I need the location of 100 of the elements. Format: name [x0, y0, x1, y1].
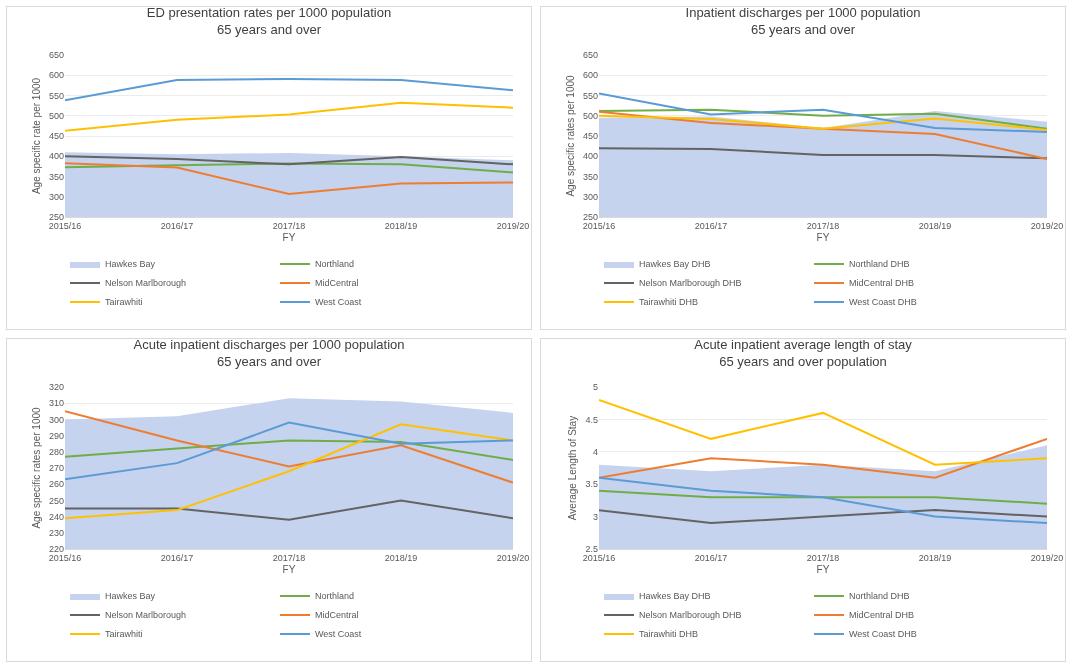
y-tick-label: 600 [48, 70, 64, 81]
x-tick-label: 2015/16 [582, 552, 616, 563]
y-axis-title: Average Length of Stay [567, 415, 579, 521]
x-tick-label: 2018/19 [384, 552, 418, 563]
legend-label: West Coast [315, 297, 362, 308]
x-tick-label: 2019/20 [496, 552, 530, 563]
y-axis-title: Age specific rate per 1000 [30, 77, 42, 195]
y-tick-label: 500 [48, 110, 64, 121]
line-series [65, 423, 513, 520]
y-tick-label: 310 [48, 398, 64, 409]
legend-label: Nelson Marlborough [105, 278, 187, 289]
x-axis-title: FY [282, 232, 296, 244]
line-series [599, 147, 1047, 160]
line-series [599, 476, 1047, 525]
y-tick-label: 2.5 [585, 544, 598, 555]
y-tick-label: 450 [48, 131, 64, 142]
legend-label: West Coast DHB [849, 297, 917, 308]
legend-label: Northland [315, 591, 355, 602]
x-tick-label: 2015/16 [48, 220, 82, 231]
x-tick-label: 2015/16 [48, 552, 82, 563]
y-tick-label: 320 [48, 382, 64, 393]
y-tick-label: 400 [48, 151, 64, 162]
x-tick-label: 2018/19 [918, 552, 952, 563]
y-tick-label: 3 [592, 511, 598, 522]
chart-title: Acute inpatient discharges per 1000 population 65 years and over [133, 336, 405, 369]
legend-label: Nelson Marlborough DHB [639, 278, 742, 289]
legend-label: MidCentral [315, 278, 359, 289]
x-tick-label: 2019/20 [496, 220, 530, 231]
y-tick-label: 290 [48, 430, 64, 441]
legend-label: Hawkes Bay DHB [639, 591, 711, 602]
legend-label: Hawkes Bay DHB [639, 259, 711, 270]
line-series [65, 421, 513, 481]
legend-label: Hawkes Bay [105, 259, 156, 270]
x-tick-label: 2015/16 [582, 220, 616, 231]
y-tick-label: 3.5 [585, 479, 598, 490]
legend-label: Northland DHB [849, 259, 910, 270]
x-tick-label: 2017/18 [272, 220, 306, 231]
y-axis-title: Age specific rates per 1000 [30, 406, 42, 529]
x-tick-label: 2017/18 [806, 220, 840, 231]
y-tick-label: 250 [48, 495, 64, 506]
legend-label: Hawkes Bay [105, 591, 156, 602]
line-series [599, 398, 1047, 466]
legend-label: Tairawhiti [105, 297, 143, 308]
line-series [599, 110, 1047, 161]
line-series [65, 155, 513, 166]
line-series [65, 77, 513, 102]
y-tick-label: 500 [582, 110, 598, 121]
legend-label: West Coast DHB [849, 629, 917, 640]
y-tick-label: 350 [48, 171, 64, 182]
line-series [65, 162, 513, 174]
line-series [599, 437, 1047, 479]
x-axis-title: FY [816, 564, 830, 576]
line-series [65, 439, 513, 461]
y-tick-label: 450 [582, 131, 598, 142]
line-series [65, 101, 513, 132]
x-tick-label: 2016/17 [160, 220, 194, 231]
y-tick-label: 250 [48, 212, 64, 223]
chart-title: Inpatient discharges per 1000 population 65 years and over [685, 4, 921, 37]
chart-title: Acute inpatient average length of stay 65 years and over population [694, 336, 913, 369]
line-series [599, 114, 1047, 131]
y-tick-label: 250 [582, 212, 598, 223]
legend-label: Tairawhiti DHB [639, 297, 699, 308]
x-tick-label: 2018/19 [918, 220, 952, 231]
y-tick-label: 300 [48, 414, 64, 425]
legend-label: Northland DHB [849, 591, 910, 602]
y-tick-label: 230 [48, 527, 64, 538]
y-tick-label: 300 [582, 191, 598, 202]
y-tick-label: 550 [48, 90, 64, 101]
x-axis-title: FY [282, 564, 296, 576]
y-tick-label: 4.5 [585, 414, 598, 425]
y-tick-label: 300 [48, 191, 64, 202]
x-tick-label: 2018/19 [384, 220, 418, 231]
x-axis-title: FY [816, 232, 830, 244]
legend-label: Northland [315, 259, 355, 270]
y-axis-title: Age specific rates per 1000 [564, 74, 576, 197]
line-series [599, 92, 1047, 133]
legend-label: Tairawhiti DHB [639, 629, 699, 640]
legend-label: MidCentral DHB [849, 610, 915, 621]
y-tick-label: 270 [48, 463, 64, 474]
x-tick-label: 2017/18 [806, 552, 840, 563]
legend-label: West Coast [315, 629, 362, 640]
legend-label: MidCentral DHB [849, 278, 915, 289]
x-tick-label: 2017/18 [272, 552, 306, 563]
x-tick-label: 2016/17 [694, 552, 728, 563]
x-tick-label: 2019/20 [1030, 220, 1064, 231]
line-series [599, 108, 1047, 130]
y-tick-label: 600 [582, 70, 598, 81]
line-series [65, 410, 513, 484]
y-tick-label: 280 [48, 446, 64, 457]
y-tick-label: 220 [48, 544, 64, 555]
legend-label: Tairawhiti [105, 629, 143, 640]
legend-label: MidCentral [315, 610, 359, 621]
legend-label: Nelson Marlborough [105, 610, 187, 621]
line-series [65, 499, 513, 521]
y-tick-label: 550 [582, 90, 598, 101]
y-tick-label: 650 [582, 50, 598, 61]
x-tick-label: 2016/17 [160, 552, 194, 563]
legend-label: Nelson Marlborough DHB [639, 610, 742, 621]
chart-title: ED presentation rates per 1000 population 65 years and over [146, 4, 392, 37]
x-tick-label: 2016/17 [694, 220, 728, 231]
